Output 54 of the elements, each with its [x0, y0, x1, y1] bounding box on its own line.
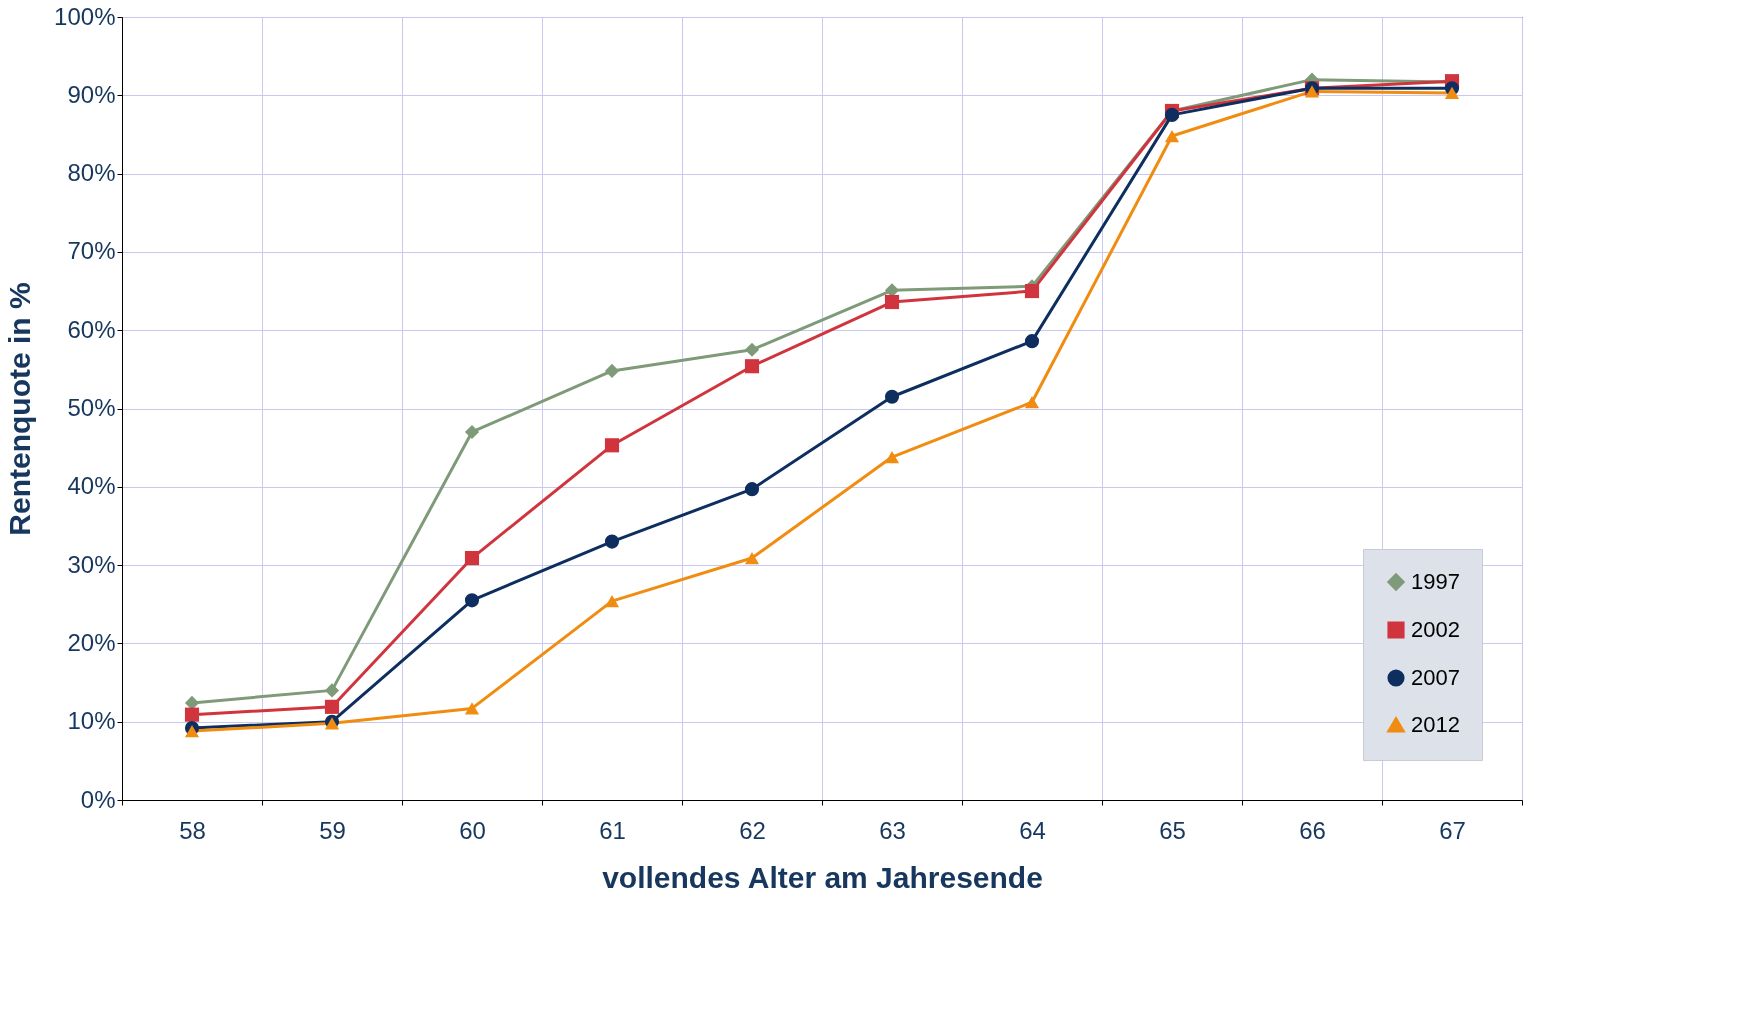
- legend-label: 2002: [1411, 617, 1460, 642]
- point: [1164, 107, 1180, 122]
- point: [184, 707, 200, 722]
- point: [464, 593, 480, 608]
- legend-label: 2012: [1411, 712, 1460, 737]
- point: [884, 450, 900, 464]
- y-tick-label: 70%: [67, 237, 116, 265]
- point: [744, 482, 760, 497]
- legend-label: 1997: [1411, 569, 1460, 594]
- point: [464, 702, 480, 715]
- x-tick-label: 60: [459, 816, 486, 844]
- x-tick-label: 63: [879, 816, 906, 844]
- y-tick-label: 60%: [67, 315, 116, 343]
- point: [184, 695, 200, 710]
- x-tick-label: 66: [1299, 816, 1326, 844]
- x-tick-label: 64: [1019, 816, 1046, 844]
- y-tick-label: 90%: [67, 80, 116, 108]
- x-tick-label: 58: [179, 816, 206, 844]
- point: [1024, 283, 1040, 299]
- point: [464, 550, 480, 566]
- x-tick-label: 59: [319, 816, 346, 844]
- y-tick-label: 10%: [67, 707, 116, 735]
- point: [604, 438, 620, 453]
- y-tick-label: 30%: [67, 550, 116, 578]
- y-tick-label: 40%: [67, 472, 116, 500]
- point: [1024, 396, 1040, 409]
- point: [184, 724, 200, 738]
- point: [884, 294, 900, 310]
- point: [744, 342, 760, 357]
- y-tick-label: 80%: [67, 159, 116, 187]
- point: [604, 594, 620, 608]
- x-tick-label: 62: [739, 816, 766, 844]
- point: [1444, 86, 1460, 100]
- point: [1304, 85, 1320, 98]
- y-tick-label: 100%: [54, 2, 116, 30]
- point: [604, 534, 620, 549]
- x-axis-title: vollendes Alter am Jahresende: [602, 860, 1043, 894]
- point: [744, 551, 760, 565]
- y-tick-label: 20%: [67, 628, 116, 656]
- point: [1024, 334, 1040, 349]
- y-tick-label: 0%: [80, 785, 116, 813]
- point: [324, 699, 340, 714]
- point: [464, 424, 480, 440]
- y-tick-label: 50%: [67, 394, 116, 421]
- point: [604, 363, 620, 378]
- point: [324, 683, 340, 698]
- x-tick-label: 67: [1439, 816, 1466, 844]
- x-tick-label: 61: [599, 816, 626, 844]
- legend-label: 2007: [1411, 665, 1460, 690]
- point: [1164, 129, 1180, 143]
- point: [744, 359, 760, 374]
- y-axis-title: Rentenquote in %: [3, 282, 37, 536]
- point: [884, 389, 900, 404]
- x-tick-label: 65: [1159, 816, 1186, 844]
